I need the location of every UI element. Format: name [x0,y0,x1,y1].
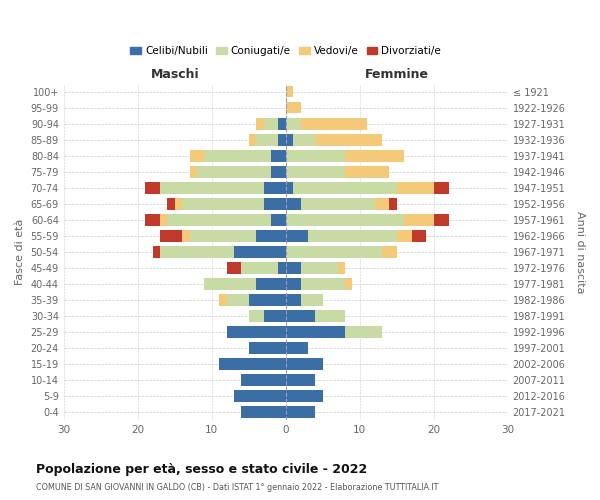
Bar [145,214,160,226]
Bar [389,198,397,209]
Bar [301,198,374,209]
Bar [345,278,352,289]
Bar [160,230,182,241]
Bar [308,230,397,241]
Bar [167,198,175,209]
Bar [301,294,323,306]
Bar [256,118,263,130]
Bar [286,102,301,114]
Bar [197,166,271,177]
Bar [286,198,301,209]
Bar [241,262,278,274]
Bar [286,342,308,354]
Bar [286,390,323,402]
Bar [182,230,190,241]
Bar [152,246,160,258]
Bar [286,358,323,370]
Bar [145,182,160,194]
Bar [345,150,404,162]
Bar [293,134,316,145]
Bar [160,182,263,194]
Bar [249,294,286,306]
Bar [227,326,286,338]
Bar [271,166,286,177]
Bar [182,198,263,209]
Bar [249,134,256,145]
Bar [278,262,286,274]
Bar [190,230,256,241]
Bar [263,118,278,130]
Bar [345,166,389,177]
Bar [301,118,367,130]
Text: Maschi: Maschi [151,68,199,82]
Bar [241,406,286,418]
Bar [249,342,286,354]
Bar [256,134,278,145]
Bar [227,294,249,306]
Bar [234,390,286,402]
Bar [160,214,167,226]
Bar [286,230,308,241]
Bar [286,118,301,130]
Text: Popolazione per età, sesso e stato civile - 2022: Popolazione per età, sesso e stato civil… [36,462,367,475]
Legend: Celibi/Nubili, Coniugati/e, Vedovi/e, Divorziati/e: Celibi/Nubili, Coniugati/e, Vedovi/e, Di… [126,42,445,60]
Bar [205,278,256,289]
Bar [256,278,286,289]
Bar [286,406,316,418]
Bar [219,358,286,370]
Bar [293,182,397,194]
Bar [286,310,316,322]
Bar [286,86,293,98]
Bar [397,182,434,194]
Bar [345,326,382,338]
Bar [278,118,286,130]
Bar [241,374,286,386]
Bar [234,246,286,258]
Bar [271,214,286,226]
Bar [278,134,286,145]
Bar [286,294,301,306]
Bar [316,134,382,145]
Bar [301,262,338,274]
Bar [190,166,197,177]
Y-axis label: Fasce di età: Fasce di età [15,218,25,285]
Bar [286,262,301,274]
Bar [382,246,397,258]
Bar [175,198,182,209]
Bar [404,214,434,226]
Bar [286,134,293,145]
Bar [286,278,301,289]
Bar [227,262,241,274]
Bar [286,150,345,162]
Bar [316,310,345,322]
Bar [263,310,286,322]
Y-axis label: Anni di nascita: Anni di nascita [575,210,585,293]
Bar [301,278,345,289]
Bar [190,150,205,162]
Bar [205,150,271,162]
Bar [286,326,345,338]
Bar [263,198,286,209]
Bar [397,230,412,241]
Bar [271,150,286,162]
Bar [434,182,449,194]
Bar [256,230,286,241]
Text: Femmine: Femmine [365,68,429,82]
Bar [286,166,345,177]
Bar [434,214,449,226]
Bar [160,246,234,258]
Bar [412,230,427,241]
Bar [286,182,293,194]
Bar [338,262,345,274]
Bar [374,198,389,209]
Bar [286,214,404,226]
Bar [263,182,286,194]
Text: COMUNE DI SAN GIOVANNI IN GALDO (CB) - Dati ISTAT 1° gennaio 2022 - Elaborazione: COMUNE DI SAN GIOVANNI IN GALDO (CB) - D… [36,484,439,492]
Bar [286,246,382,258]
Bar [219,294,227,306]
Bar [249,310,263,322]
Bar [167,214,271,226]
Bar [286,374,316,386]
